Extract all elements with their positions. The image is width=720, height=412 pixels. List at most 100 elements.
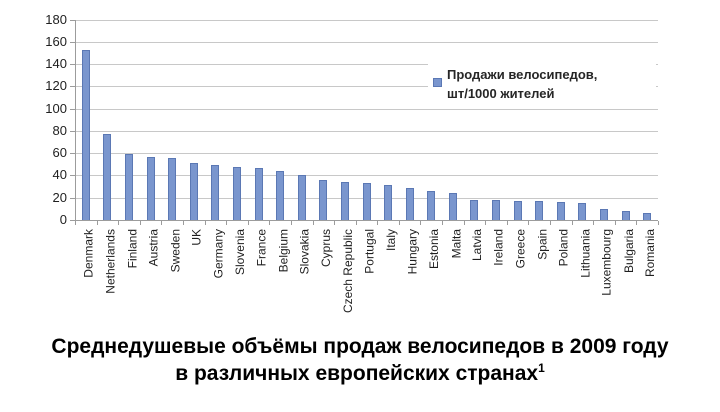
x-axis-tick xyxy=(377,221,379,225)
x-axis-label-sweden: Sweden xyxy=(168,229,183,273)
x-axis-tick xyxy=(528,221,530,225)
x-axis-tick xyxy=(636,221,638,225)
x-axis-label-lithuania: Lithuania xyxy=(578,229,593,278)
bar-bulgaria xyxy=(621,211,630,220)
bar-sweden xyxy=(168,157,177,220)
y-axis-label-20: 20 xyxy=(52,189,67,205)
x-axis-label-italy: Italy xyxy=(384,229,399,252)
bar-malta xyxy=(448,193,457,220)
y-axis-tick xyxy=(70,108,75,110)
y-axis-label-160: 160 xyxy=(45,33,67,49)
x-axis-line xyxy=(75,220,658,221)
x-axis-label-hungary: Hungary xyxy=(405,229,420,275)
x-axis-tick xyxy=(247,221,249,225)
x-axis-label-poland: Poland xyxy=(556,229,571,267)
gridline-160 xyxy=(75,41,658,43)
x-axis-tick xyxy=(269,221,271,225)
bar-belgium xyxy=(276,170,285,220)
bar-netherlands xyxy=(103,134,112,220)
x-axis-tick xyxy=(96,221,98,225)
bar-luxembourg xyxy=(600,208,609,220)
y-axis-line xyxy=(75,19,76,220)
x-axis-label-denmark: Denmark xyxy=(81,229,96,278)
x-axis-label-luxembourg: Luxembourg xyxy=(600,229,615,296)
gridline-100 xyxy=(75,108,658,110)
bar-italy xyxy=(384,185,393,220)
y-axis-label-100: 100 xyxy=(45,100,67,116)
y-axis-tick xyxy=(70,64,75,66)
x-axis-label-slovakia: Slovakia xyxy=(297,229,312,275)
bar-latvia xyxy=(470,199,479,220)
y-axis-tick xyxy=(70,153,75,155)
x-axis-label-malta: Malta xyxy=(448,229,463,259)
x-axis-tick xyxy=(118,221,120,225)
x-axis-tick xyxy=(658,221,659,225)
x-axis-label-czech-republic: Czech Republic xyxy=(340,229,355,314)
x-axis-label-ireland: Ireland xyxy=(492,229,507,266)
y-axis-tick xyxy=(70,197,75,199)
y-axis-tick xyxy=(70,175,75,177)
bar-finland xyxy=(124,154,133,220)
y-axis-tick xyxy=(70,19,75,21)
x-axis-tick xyxy=(355,221,357,225)
x-axis-label-finland: Finland xyxy=(124,229,139,269)
y-axis-label-60: 60 xyxy=(52,145,67,161)
x-axis-label-spain: Spain xyxy=(535,229,550,260)
x-axis-label-germany: Germany xyxy=(211,229,226,279)
x-axis-tick xyxy=(442,221,444,225)
x-axis-tick xyxy=(420,221,422,225)
x-axis-label-latvia: Latvia xyxy=(470,229,485,262)
bar-greece xyxy=(513,201,522,220)
gridline-80 xyxy=(75,130,658,132)
bar-germany xyxy=(211,165,220,220)
x-axis-tick xyxy=(485,221,487,225)
x-axis-tick xyxy=(182,221,184,225)
x-axis-label-austria: Austria xyxy=(146,229,161,267)
y-axis-tick xyxy=(70,130,75,132)
x-axis-tick xyxy=(506,221,508,225)
x-axis-label-belgium: Belgium xyxy=(276,229,291,273)
x-axis-tick xyxy=(614,221,616,225)
y-axis-label-140: 140 xyxy=(45,56,67,72)
x-axis-tick xyxy=(593,221,595,225)
x-axis-tick xyxy=(204,221,206,225)
bar-hungary xyxy=(405,187,414,220)
bar-slovakia xyxy=(297,175,306,220)
bar-portugal xyxy=(362,183,371,220)
bar-denmark xyxy=(81,49,90,220)
legend-swatch-icon xyxy=(433,78,442,87)
x-axis-tick xyxy=(75,221,76,225)
gridline-40 xyxy=(75,175,658,177)
x-axis-tick xyxy=(334,221,336,225)
x-axis-tick xyxy=(290,221,292,225)
bar-uk xyxy=(189,163,198,220)
x-axis-tick xyxy=(312,221,314,225)
x-axis-label-greece: Greece xyxy=(513,229,528,269)
x-axis-label-romania: Romania xyxy=(643,229,658,278)
bar-france xyxy=(254,167,263,220)
x-axis-tick xyxy=(463,221,465,225)
legend: Продажи велосипедов, шт/1000 жителей xyxy=(428,64,656,108)
x-axis-tick xyxy=(161,221,163,225)
gridline-120 xyxy=(75,86,658,88)
footnote-marker: 1 xyxy=(538,361,545,375)
x-axis-label-france: France xyxy=(254,229,269,267)
y-axis-label-120: 120 xyxy=(45,78,67,94)
bar-austria xyxy=(146,156,155,220)
x-axis-label-cyprus: Cyprus xyxy=(319,229,334,268)
chart-title-line2: в различных европейских странах1 xyxy=(175,361,545,385)
plot-area: 0 20 40 60 80 100 120 140 160 180 Denmark Netherlan… xyxy=(45,12,659,314)
y-axis-label-80: 80 xyxy=(52,122,67,138)
bar-slovenia xyxy=(232,166,241,220)
x-axis-label-bulgaria: Bulgaria xyxy=(621,229,636,274)
x-axis-tick xyxy=(398,221,400,225)
x-axis-tick xyxy=(571,221,573,225)
bar-estonia xyxy=(427,191,436,220)
x-axis-tick xyxy=(550,221,552,225)
gridline-180 xyxy=(75,19,658,21)
bar-romania xyxy=(643,213,652,220)
y-axis-tick xyxy=(70,41,75,43)
gridline-140 xyxy=(75,64,658,66)
chart-title: Среднедушевые объёмы продаж велосипедов … xyxy=(0,333,720,387)
